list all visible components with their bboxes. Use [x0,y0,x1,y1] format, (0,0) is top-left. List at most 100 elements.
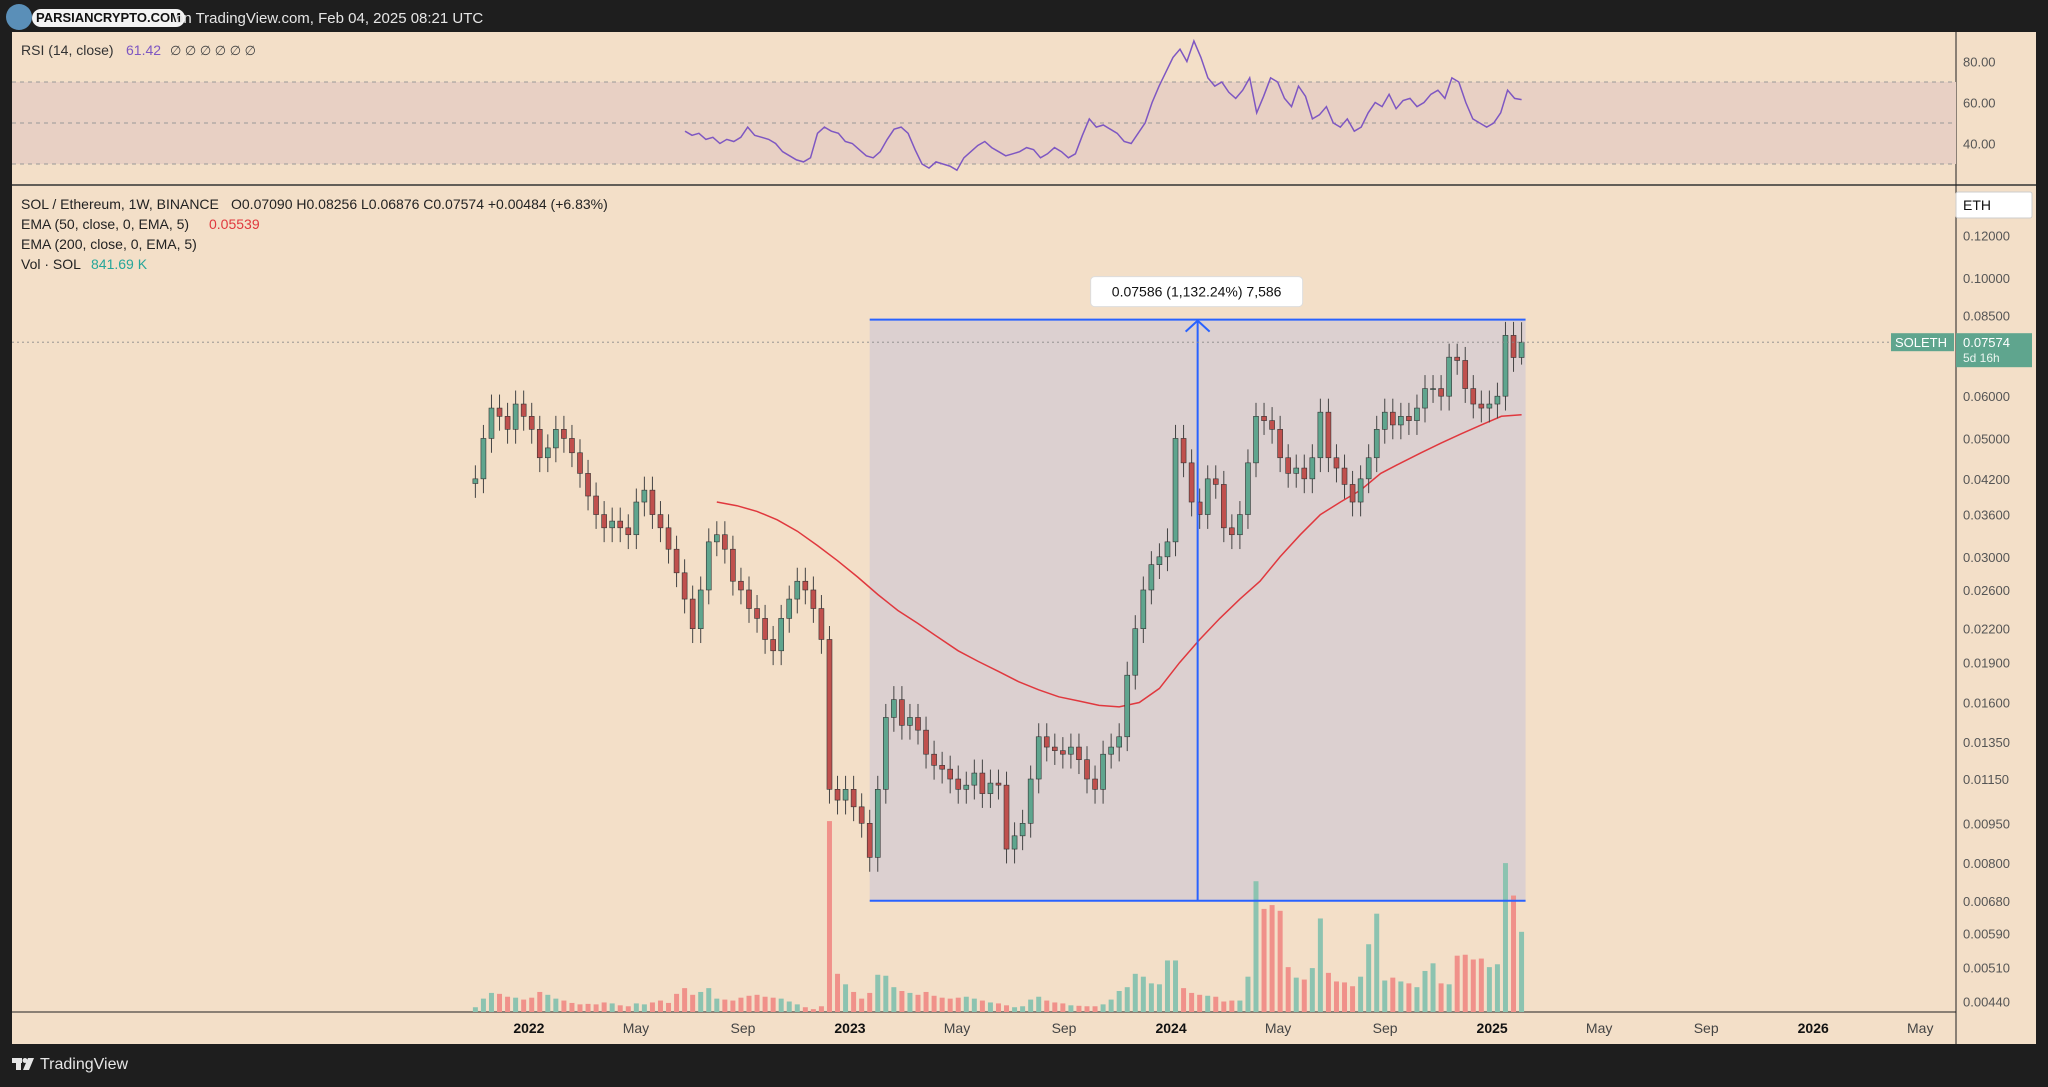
candle [1478,390,1485,423]
volume-bar [859,998,865,1012]
candle-body [810,589,817,609]
candle [705,528,712,605]
candle [987,769,994,808]
candle [1518,322,1525,365]
volume-bar [730,1000,736,1012]
candle-body [754,608,760,619]
candle-body [730,548,736,582]
candle-body [1180,438,1187,464]
candle-body [1003,784,1010,850]
candle-body [891,699,897,718]
volume-bar [488,992,494,1012]
candle [1221,470,1227,543]
volume-bar [1060,1003,1066,1012]
volume-bar [1454,955,1460,1012]
volume-bar [1221,1001,1227,1012]
candle [1035,723,1042,794]
candle-body [1229,527,1235,536]
volume-bar [641,1004,647,1012]
volume-bar [513,997,519,1012]
chart-frame: 80.00 60.00 40.00 RSI (14, close) 61.42 ∅ … [12,32,2036,1044]
candle [601,501,607,543]
candle [1349,470,1356,517]
candle [1019,809,1026,851]
candle [504,402,511,444]
candle-body [971,772,978,786]
price-tick-label: 0.00440 [1963,995,2010,1010]
candle-body [705,541,712,591]
candle [681,559,688,614]
candle-body [553,429,559,449]
volume-bar [995,1003,1001,1012]
price-tick-label: 0.00680 [1963,894,2010,909]
volume-bar [1004,1005,1010,1012]
volume-bar [1044,1000,1050,1012]
candle [1398,402,1404,440]
candle-body [1357,478,1364,503]
candle-body [1269,420,1275,430]
volume-bar [1317,918,1323,1012]
volume-bar [754,994,760,1012]
candle [874,775,881,872]
candle [778,604,784,666]
candle-body [858,806,865,824]
candle-body [1430,388,1436,390]
candle [1156,543,1163,580]
candle-body [545,447,551,459]
candle-body [536,429,543,459]
candle [577,439,583,488]
candle [1124,661,1131,752]
volume-bar [1173,960,1179,1012]
candle-body [1293,467,1300,474]
volume-bar [746,995,752,1012]
volume-bar [947,998,953,1012]
candle [794,567,801,614]
candle [1502,321,1509,411]
candle-body [826,639,833,790]
time-tick-label: Sep [730,1020,755,1036]
candle-body [907,717,913,726]
candle [1301,454,1308,494]
candle [480,424,487,494]
candle-body [1156,556,1163,565]
candle [1043,723,1050,762]
time-tick-label: 2024 [1155,1020,1186,1036]
volume-bar [585,1003,591,1012]
candle-body [939,765,945,770]
symbol-line: SOL / Ethereum, 1W, BINANCE [21,196,219,212]
currency-badge[interactable] [1955,191,2033,219]
candle [641,476,648,517]
volume-bar [505,996,511,1012]
candle-body [850,789,857,808]
candle [689,585,696,644]
volume-bar [1398,981,1404,1012]
candle [907,703,913,740]
volume-bar [625,1006,631,1012]
candle [979,759,986,808]
volume-bar [1020,1006,1026,1012]
volume-bar [1374,913,1380,1012]
countdown-tag: 5d 16h [1963,351,2000,365]
candle-body [1285,457,1291,474]
candle [762,604,768,654]
candle [1092,765,1098,804]
candle-body [1068,746,1074,755]
chart-canvas[interactable]: 80.00 60.00 40.00 RSI (14, close) 61.42 ∅ … [12,32,2036,1044]
volume-bar [907,992,913,1012]
time-tick-label: May [1907,1020,1933,1036]
candle [1430,375,1436,403]
candle-body [1043,736,1050,748]
candle [1108,733,1114,769]
candle [754,595,760,633]
candle [609,507,615,543]
rsi-legend-extra: ∅ ∅ ∅ ∅ ∅ ∅ [170,43,256,58]
candle-body [1470,388,1477,405]
candle-body [585,473,591,497]
volume-bar [987,1002,993,1012]
candle [1470,375,1477,419]
candle [834,775,841,815]
candle [1204,465,1211,529]
volume-bar [867,992,873,1012]
candle-body [1212,478,1219,485]
rsi-line [684,38,1522,172]
